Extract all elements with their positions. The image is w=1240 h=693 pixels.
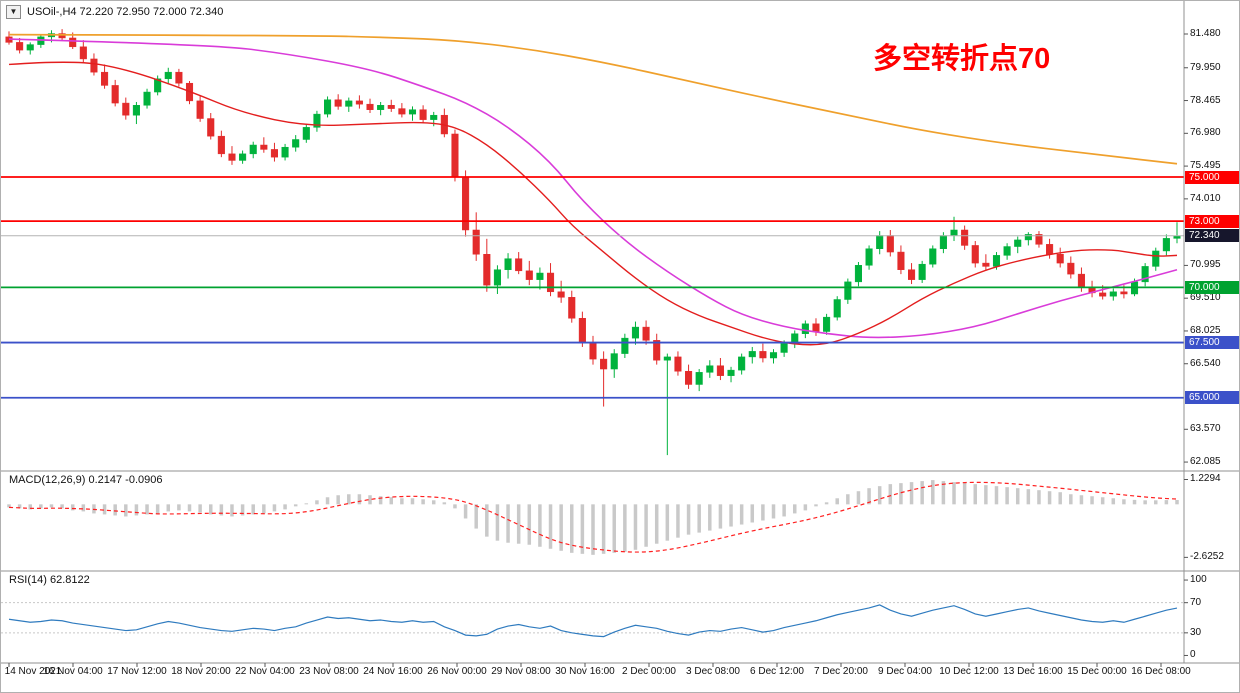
- time-axis-label: 16 Dec 08:00: [1131, 666, 1191, 677]
- macd-axis-label: 1.2294: [1190, 473, 1221, 485]
- time-axis-label: 15 Dec 00:00: [1067, 666, 1127, 677]
- chevron-down-icon: ▼: [9, 7, 18, 16]
- time-axis-label: 24 Nov 16:00: [363, 666, 423, 677]
- time-axis-label: 14 Nov 2021: [4, 666, 62, 677]
- time-axis-label: 13 Dec 16:00: [1003, 666, 1063, 677]
- price-axis-label: 66.540: [1190, 357, 1221, 369]
- price-axis-label: 63.570: [1190, 423, 1221, 435]
- horizontal-level-lines[interactable]: [1, 176, 1184, 399]
- time-axis-label: 6 Dec 12:00: [750, 666, 804, 677]
- axis-ticks: [8, 33, 1188, 667]
- candlesticks: [5, 29, 1181, 456]
- time-axis-label: 18 Nov 20:00: [171, 666, 231, 677]
- rsi-axis-label: 30: [1190, 626, 1202, 638]
- price-badge: 72.340: [1185, 229, 1239, 242]
- price-axis-label: 76.980: [1190, 127, 1221, 139]
- chart-header: ▼ USOil-,H4 72.220 72.950 72.000 72.340: [6, 5, 223, 19]
- time-axis-label: 23 Nov 08:00: [299, 666, 359, 677]
- chart-menu-button[interactable]: ▼: [6, 5, 21, 19]
- price-badge: 75.000: [1185, 171, 1239, 184]
- time-axis-label: 17 Nov 12:00: [107, 666, 167, 677]
- price-axis-label: 74.010: [1190, 192, 1221, 204]
- price-axis[interactable]: 81.480 79.950 78.465 76.980 75.495 74.010 70.9…: [1184, 1, 1239, 692]
- price-badge: 67.500: [1185, 336, 1239, 349]
- price-axis-label: 81.480: [1190, 27, 1221, 39]
- ma-fast-red-line: [8, 61, 1178, 346]
- time-axis-label: 29 Nov 08:00: [491, 666, 551, 677]
- rsi-axis-label: 0: [1190, 649, 1196, 661]
- time-axis-label: 3 Dec 08:00: [686, 666, 740, 677]
- time-axis-label: 16 Nov 04:00: [43, 666, 103, 677]
- price-axis-label: 62.085: [1190, 456, 1221, 468]
- rsi-level-lines: [1, 602, 1184, 634]
- price-axis-label: 70.995: [1190, 259, 1221, 271]
- price-badge: 65.000: [1185, 391, 1239, 404]
- time-axis-label: 30 Nov 16:00: [555, 666, 615, 677]
- price-axis-label: 69.510: [1190, 292, 1221, 304]
- rsi-line: [8, 604, 1178, 638]
- price-badge: 70.000: [1185, 281, 1239, 294]
- ma-medium-magenta-line: [8, 38, 1178, 339]
- rsi-label: RSI(14) 62.8122: [9, 574, 90, 586]
- time-axis-label: 7 Dec 20:00: [814, 666, 868, 677]
- macd-label: MACD(12,26,9) 0.2147 -0.0906: [9, 474, 163, 486]
- time-axis-label: 9 Dec 04:00: [878, 666, 932, 677]
- time-axis-label: 2 Dec 00:00: [622, 666, 676, 677]
- macd-signal-line: [8, 481, 1178, 553]
- price-axis-label: 75.495: [1190, 160, 1221, 172]
- price-badge: 73.000: [1185, 215, 1239, 228]
- rsi-axis-label: 100: [1190, 574, 1207, 586]
- rsi-axis-label: 70: [1190, 596, 1202, 608]
- macd-histogram: [7, 480, 1179, 555]
- annotation-text: 多空转折点70: [873, 43, 1051, 75]
- price-axis-label: 68.025: [1190, 324, 1221, 336]
- chart-title: USOil-,H4 72.220 72.950 72.000 72.340: [27, 6, 224, 18]
- time-axis-label: 26 Nov 00:00: [427, 666, 487, 677]
- time-axis-label: 22 Nov 04:00: [235, 666, 295, 677]
- price-axis-label: 79.950: [1190, 61, 1221, 73]
- time-axis[interactable]: 14 Nov 2021 16 Nov 04:00 17 Nov 12:00 18 No…: [1, 666, 1239, 692]
- time-axis-label: 10 Dec 12:00: [939, 666, 999, 677]
- macd-axis-label: -2.6252: [1190, 551, 1224, 563]
- price-axis-label: 78.465: [1190, 94, 1221, 106]
- panel-separators: [1, 470, 1239, 664]
- ma-slow-orange-line: [8, 33, 1178, 165]
